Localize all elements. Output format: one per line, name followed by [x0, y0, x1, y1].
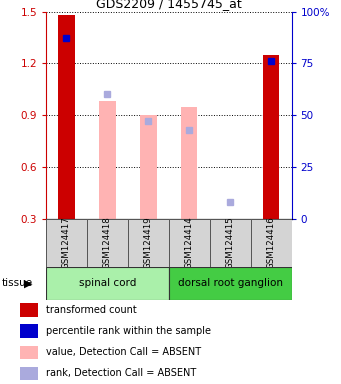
Bar — [251, 219, 292, 267]
Bar — [181, 107, 197, 219]
Bar — [87, 219, 128, 267]
Text: rank, Detection Call = ABSENT: rank, Detection Call = ABSENT — [46, 368, 196, 379]
Text: tissue: tissue — [2, 278, 33, 288]
Text: value, Detection Call = ABSENT: value, Detection Call = ABSENT — [46, 347, 201, 358]
Bar — [20, 346, 38, 359]
Bar — [210, 219, 251, 267]
Bar — [99, 101, 116, 219]
Text: percentile rank within the sample: percentile rank within the sample — [46, 326, 211, 336]
Bar — [20, 324, 38, 338]
Text: GSM124415: GSM124415 — [226, 217, 235, 269]
Bar — [46, 219, 87, 267]
Bar — [128, 219, 169, 267]
Text: ▶: ▶ — [24, 278, 32, 288]
Bar — [46, 267, 169, 300]
Text: GSM124414: GSM124414 — [185, 217, 194, 269]
Text: spinal cord: spinal cord — [79, 278, 136, 288]
Title: GDS2209 / 1455745_at: GDS2209 / 1455745_at — [96, 0, 242, 10]
Bar — [20, 367, 38, 380]
Text: transformed count: transformed count — [46, 305, 137, 315]
Bar — [58, 15, 75, 219]
Bar — [263, 55, 279, 219]
Text: GSM124417: GSM124417 — [62, 217, 71, 269]
Text: GSM124419: GSM124419 — [144, 217, 153, 269]
Bar — [169, 219, 210, 267]
Text: GSM124418: GSM124418 — [103, 217, 112, 269]
Text: GSM124416: GSM124416 — [267, 217, 276, 269]
Bar — [169, 267, 292, 300]
Text: dorsal root ganglion: dorsal root ganglion — [178, 278, 283, 288]
Bar — [20, 303, 38, 317]
Bar — [140, 115, 157, 219]
